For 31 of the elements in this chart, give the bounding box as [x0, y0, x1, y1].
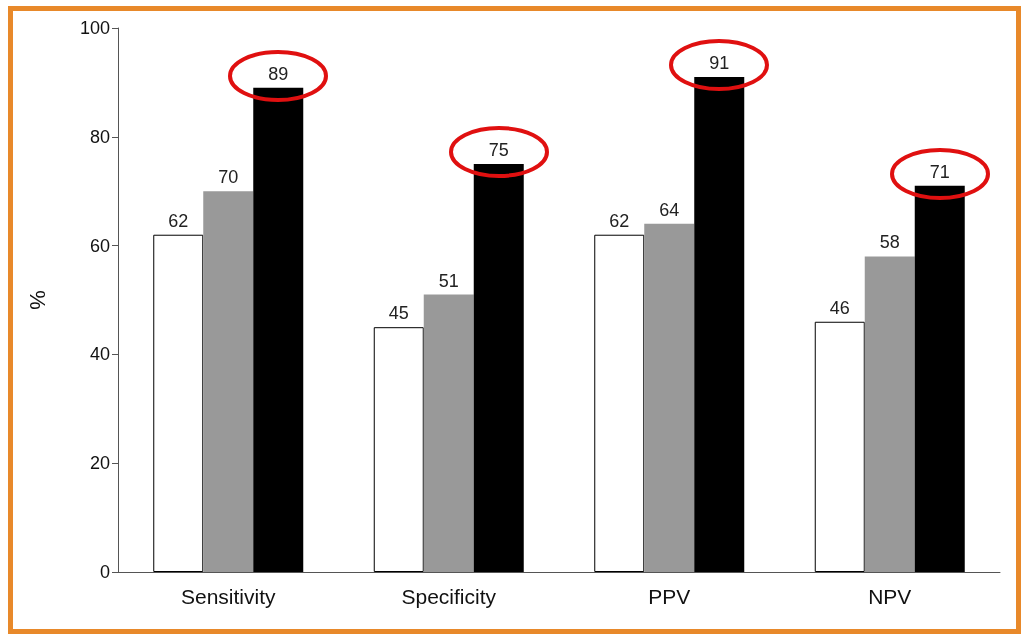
bar: [153, 234, 204, 572]
bar: [644, 223, 695, 572]
y-tick-label: 0: [99, 562, 110, 582]
data-label: 75: [488, 140, 509, 160]
bar: [864, 256, 915, 572]
data-label: 91: [709, 52, 730, 73]
x-tick-label: PPV: [648, 585, 691, 608]
data-label: 70: [218, 167, 239, 188]
data-label: 51: [438, 270, 459, 291]
data-label: 58: [879, 232, 900, 253]
data-label: 62: [168, 210, 189, 231]
data-label: 45: [388, 303, 409, 324]
y-tick-label: 60: [89, 235, 110, 256]
bar: [594, 234, 645, 572]
data-label: 62: [609, 210, 630, 231]
data-label: 64: [659, 199, 680, 220]
data-label: 89: [268, 63, 289, 84]
data-label: 46: [829, 297, 850, 318]
y-tick-label: 100: [79, 18, 110, 38]
x-tick-label: NPV: [868, 585, 912, 608]
x-tick-label: Specificity: [401, 585, 497, 608]
y-axis-title: %: [24, 290, 50, 310]
bar: [373, 327, 424, 572]
bar: [423, 294, 474, 572]
x-tick-label: Sensitivity: [180, 585, 277, 608]
y-tick-label: 20: [89, 453, 110, 474]
y-tick-label: 40: [89, 344, 110, 365]
y-tick-label: 80: [89, 126, 110, 147]
data-label: 71: [929, 161, 950, 182]
bar: [814, 321, 865, 572]
bar: [203, 191, 254, 572]
